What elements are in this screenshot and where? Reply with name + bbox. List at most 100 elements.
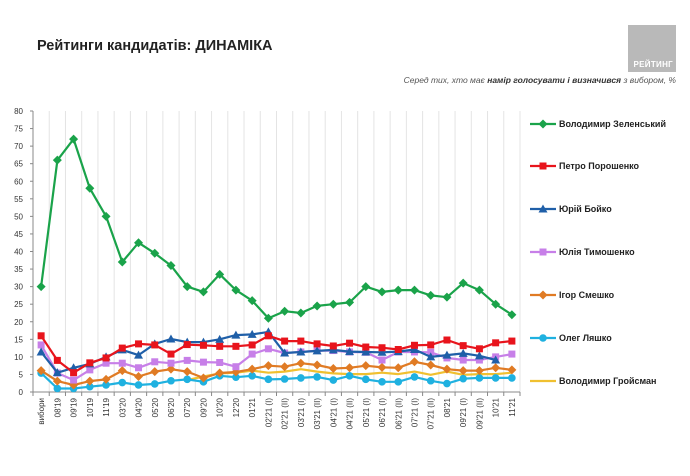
- data-point: [280, 348, 290, 357]
- data-point: [215, 368, 225, 378]
- data-point: [409, 344, 419, 353]
- y-tick-label: 15: [14, 335, 23, 344]
- data-point: [361, 347, 371, 356]
- legend-item: Олег Ляшко: [530, 330, 612, 346]
- legend-item: Володимир Гройсман: [530, 373, 656, 389]
- data-point: [328, 299, 338, 309]
- data-point: [410, 373, 419, 381]
- data-point: [215, 269, 225, 279]
- data-point: [150, 367, 160, 377]
- data-point: [507, 310, 517, 320]
- x-tick-label: 10'19: [86, 397, 95, 417]
- data-point: [329, 342, 337, 350]
- data-point: [231, 330, 241, 339]
- x-tick-label: 09'20: [199, 397, 208, 417]
- y-tick-label: 30: [14, 283, 23, 292]
- subtitle-post: з вибором, %: [621, 75, 676, 85]
- legend-marker: [539, 162, 547, 170]
- data-point: [247, 364, 257, 374]
- data-point: [86, 359, 94, 367]
- data-point: [459, 356, 467, 364]
- data-point: [313, 373, 321, 381]
- legend-marker: [538, 290, 548, 300]
- x-tick-label: 09'21 (II): [475, 398, 484, 430]
- data-point: [378, 344, 386, 352]
- data-point: [198, 287, 208, 297]
- data-point: [135, 364, 143, 372]
- data-point: [182, 367, 192, 377]
- series-4: [36, 357, 517, 390]
- data-point: [216, 342, 224, 350]
- data-point: [118, 359, 126, 367]
- data-point: [394, 345, 402, 353]
- data-point: [409, 357, 419, 367]
- legend-label: Володимир Гройсман: [559, 376, 657, 386]
- data-point: [264, 375, 273, 384]
- data-point: [459, 342, 467, 350]
- data-point: [232, 373, 240, 382]
- x-tick-label: 05'20: [151, 397, 160, 417]
- data-point: [232, 363, 240, 371]
- data-point: [426, 360, 436, 370]
- y-tick-label: 75: [14, 125, 23, 134]
- data-point: [361, 282, 371, 292]
- data-point: [491, 374, 500, 382]
- data-point: [427, 348, 435, 356]
- data-point: [134, 372, 144, 382]
- x-tick-label: 01'21: [248, 397, 257, 417]
- y-tick-label: 20: [14, 318, 23, 327]
- data-point: [37, 332, 45, 340]
- data-point: [475, 356, 483, 364]
- data-point: [183, 375, 192, 384]
- legend-swatch: [530, 334, 556, 342]
- data-point: [247, 329, 257, 338]
- x-tick-label: 08'19: [53, 397, 62, 417]
- y-tick-label: 35: [14, 265, 23, 274]
- data-point: [296, 347, 306, 356]
- data-point: [36, 366, 46, 376]
- data-point: [313, 340, 321, 348]
- data-point: [491, 363, 501, 373]
- data-point: [232, 342, 240, 350]
- data-point: [85, 376, 95, 386]
- data-point: [183, 356, 191, 364]
- x-tick-label: 10'21: [492, 397, 501, 417]
- legend-swatch: [530, 248, 556, 256]
- legend-marker: [539, 334, 547, 342]
- data-point: [166, 364, 176, 374]
- data-point: [410, 341, 418, 349]
- data-point: [69, 134, 79, 144]
- data-point: [167, 350, 175, 358]
- x-tick-label: 07'21 (II): [427, 398, 436, 430]
- data-point: [394, 378, 403, 386]
- x-tick-label: 02'21 (I): [264, 398, 273, 427]
- data-point: [491, 299, 501, 309]
- data-point: [312, 301, 322, 311]
- data-point: [297, 374, 305, 382]
- data-point: [297, 337, 305, 345]
- chart-subtitle: Серед тих, хто має намір голосувати і ви…: [404, 75, 676, 85]
- data-point: [345, 363, 355, 373]
- data-point: [118, 378, 127, 387]
- data-point: [264, 345, 272, 353]
- y-tick-label: 60: [14, 177, 23, 186]
- y-tick-label: 40: [14, 248, 23, 257]
- data-point: [263, 361, 273, 371]
- data-point: [101, 374, 111, 384]
- data-point: [474, 351, 484, 360]
- data-point: [345, 372, 354, 380]
- y-tick-label: 5: [19, 370, 24, 379]
- data-point: [118, 344, 126, 352]
- subtitle-bold: намір голосувати і визначився: [487, 75, 622, 85]
- legend-label: Володимир Зеленський: [559, 119, 666, 129]
- x-tick-label: 06'20: [167, 397, 176, 417]
- y-tick-label: 65: [14, 160, 23, 169]
- data-point: [442, 292, 452, 302]
- data-point: [166, 334, 176, 343]
- data-point: [167, 359, 175, 367]
- y-tick-label: 70: [14, 142, 23, 151]
- legend-label: Юлія Тимошенко: [559, 247, 635, 257]
- x-tick-label: 06'21 (I): [378, 398, 387, 427]
- data-point: [393, 363, 403, 373]
